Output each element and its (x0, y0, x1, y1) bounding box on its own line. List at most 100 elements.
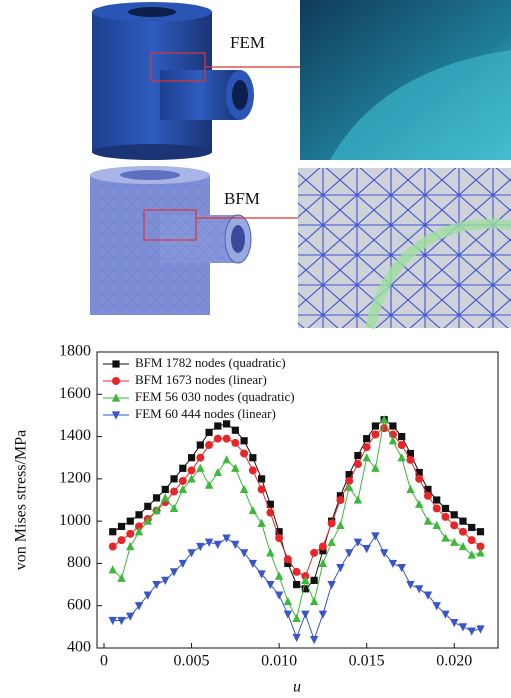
data-point (432, 602, 441, 611)
data-point (441, 504, 450, 513)
y-tick-label: 400 (67, 639, 91, 656)
bfm-zoom-mesh (298, 168, 511, 328)
data-point (240, 449, 249, 458)
data-point (196, 542, 205, 552)
data-point (135, 522, 144, 531)
data-point (275, 528, 283, 536)
data-point (284, 559, 292, 568)
data-point (450, 537, 459, 546)
legend-label: FEM 56 030 nodes (quadratic) (135, 389, 295, 404)
data-point (344, 549, 354, 558)
data-point (248, 505, 258, 515)
data-point (161, 576, 170, 585)
data-point (327, 580, 336, 590)
data-point (161, 485, 169, 494)
data-point (283, 610, 293, 619)
x-tick-label: 0.015 (349, 653, 385, 670)
data-point (196, 463, 205, 472)
data-point (336, 496, 345, 504)
data-point (458, 527, 467, 536)
data-point (257, 518, 266, 527)
data-point (187, 549, 196, 558)
data-point (476, 542, 485, 551)
data-point (362, 453, 371, 462)
y-tick-label: 1800 (59, 343, 91, 360)
data-point (213, 467, 223, 477)
data-point (398, 432, 406, 441)
data-point (257, 485, 266, 494)
data-point (152, 494, 161, 502)
legend-marker (112, 377, 120, 385)
data-point (117, 536, 126, 545)
legend-label: BFM 1782 nodes (quadratic) (135, 355, 286, 370)
data-point (274, 571, 284, 580)
data-point (152, 580, 161, 590)
data-point (345, 471, 353, 479)
data-point (319, 547, 327, 555)
data-point (239, 484, 249, 494)
data-point (178, 484, 188, 494)
data-point (467, 627, 476, 636)
x-tick-label: 0.005 (174, 653, 210, 670)
data-point (231, 438, 240, 447)
x-tick-label: 0.010 (261, 653, 297, 670)
data-point (240, 437, 248, 445)
data-point (406, 484, 415, 494)
data-point (126, 541, 135, 551)
data-point (336, 520, 345, 529)
data-point (257, 570, 266, 579)
data-point (476, 528, 485, 536)
data-point (415, 585, 424, 594)
data-point (433, 496, 441, 504)
data-point (415, 474, 424, 483)
data-point (353, 538, 363, 547)
data-point (345, 476, 354, 485)
data-point (415, 499, 424, 508)
y-tick-label: 600 (67, 596, 91, 613)
legend-marker (111, 411, 121, 420)
data-point (432, 520, 441, 529)
data-point (301, 575, 310, 584)
data-point (476, 548, 485, 557)
data-point (169, 568, 179, 577)
data-point (187, 454, 196, 462)
data-point (239, 549, 249, 558)
data-point (397, 564, 406, 573)
data-point (450, 619, 459, 628)
data-point (327, 519, 336, 528)
data-point (309, 635, 319, 645)
data-point (371, 532, 380, 541)
data-point (144, 502, 152, 510)
data-point (196, 441, 204, 449)
data-point (476, 625, 485, 634)
fem-label: FEM (230, 33, 265, 52)
data-point (292, 567, 301, 576)
bfm-model (90, 166, 298, 315)
data-point (371, 422, 380, 430)
x-tick-label: 0.020 (436, 653, 472, 670)
bfm-label: BFM (224, 189, 260, 208)
data-point (266, 508, 275, 517)
data-point (309, 596, 319, 606)
data-point (423, 591, 433, 600)
data-point (397, 453, 406, 462)
data-point (205, 428, 213, 436)
data-point (441, 610, 450, 619)
data-point (214, 422, 222, 430)
data-point (301, 610, 310, 619)
data-point (266, 548, 275, 557)
data-point (108, 565, 117, 574)
data-point (108, 616, 117, 626)
data-point (161, 493, 170, 502)
legend-marker (112, 360, 120, 368)
data-point (415, 468, 423, 477)
plot-frame (96, 351, 499, 649)
data-point (424, 485, 432, 494)
data-point (134, 602, 144, 611)
fem-model (92, 2, 300, 160)
data-point (344, 482, 354, 491)
data-point (231, 540, 240, 549)
data-point (406, 449, 415, 458)
data-point (371, 463, 380, 472)
